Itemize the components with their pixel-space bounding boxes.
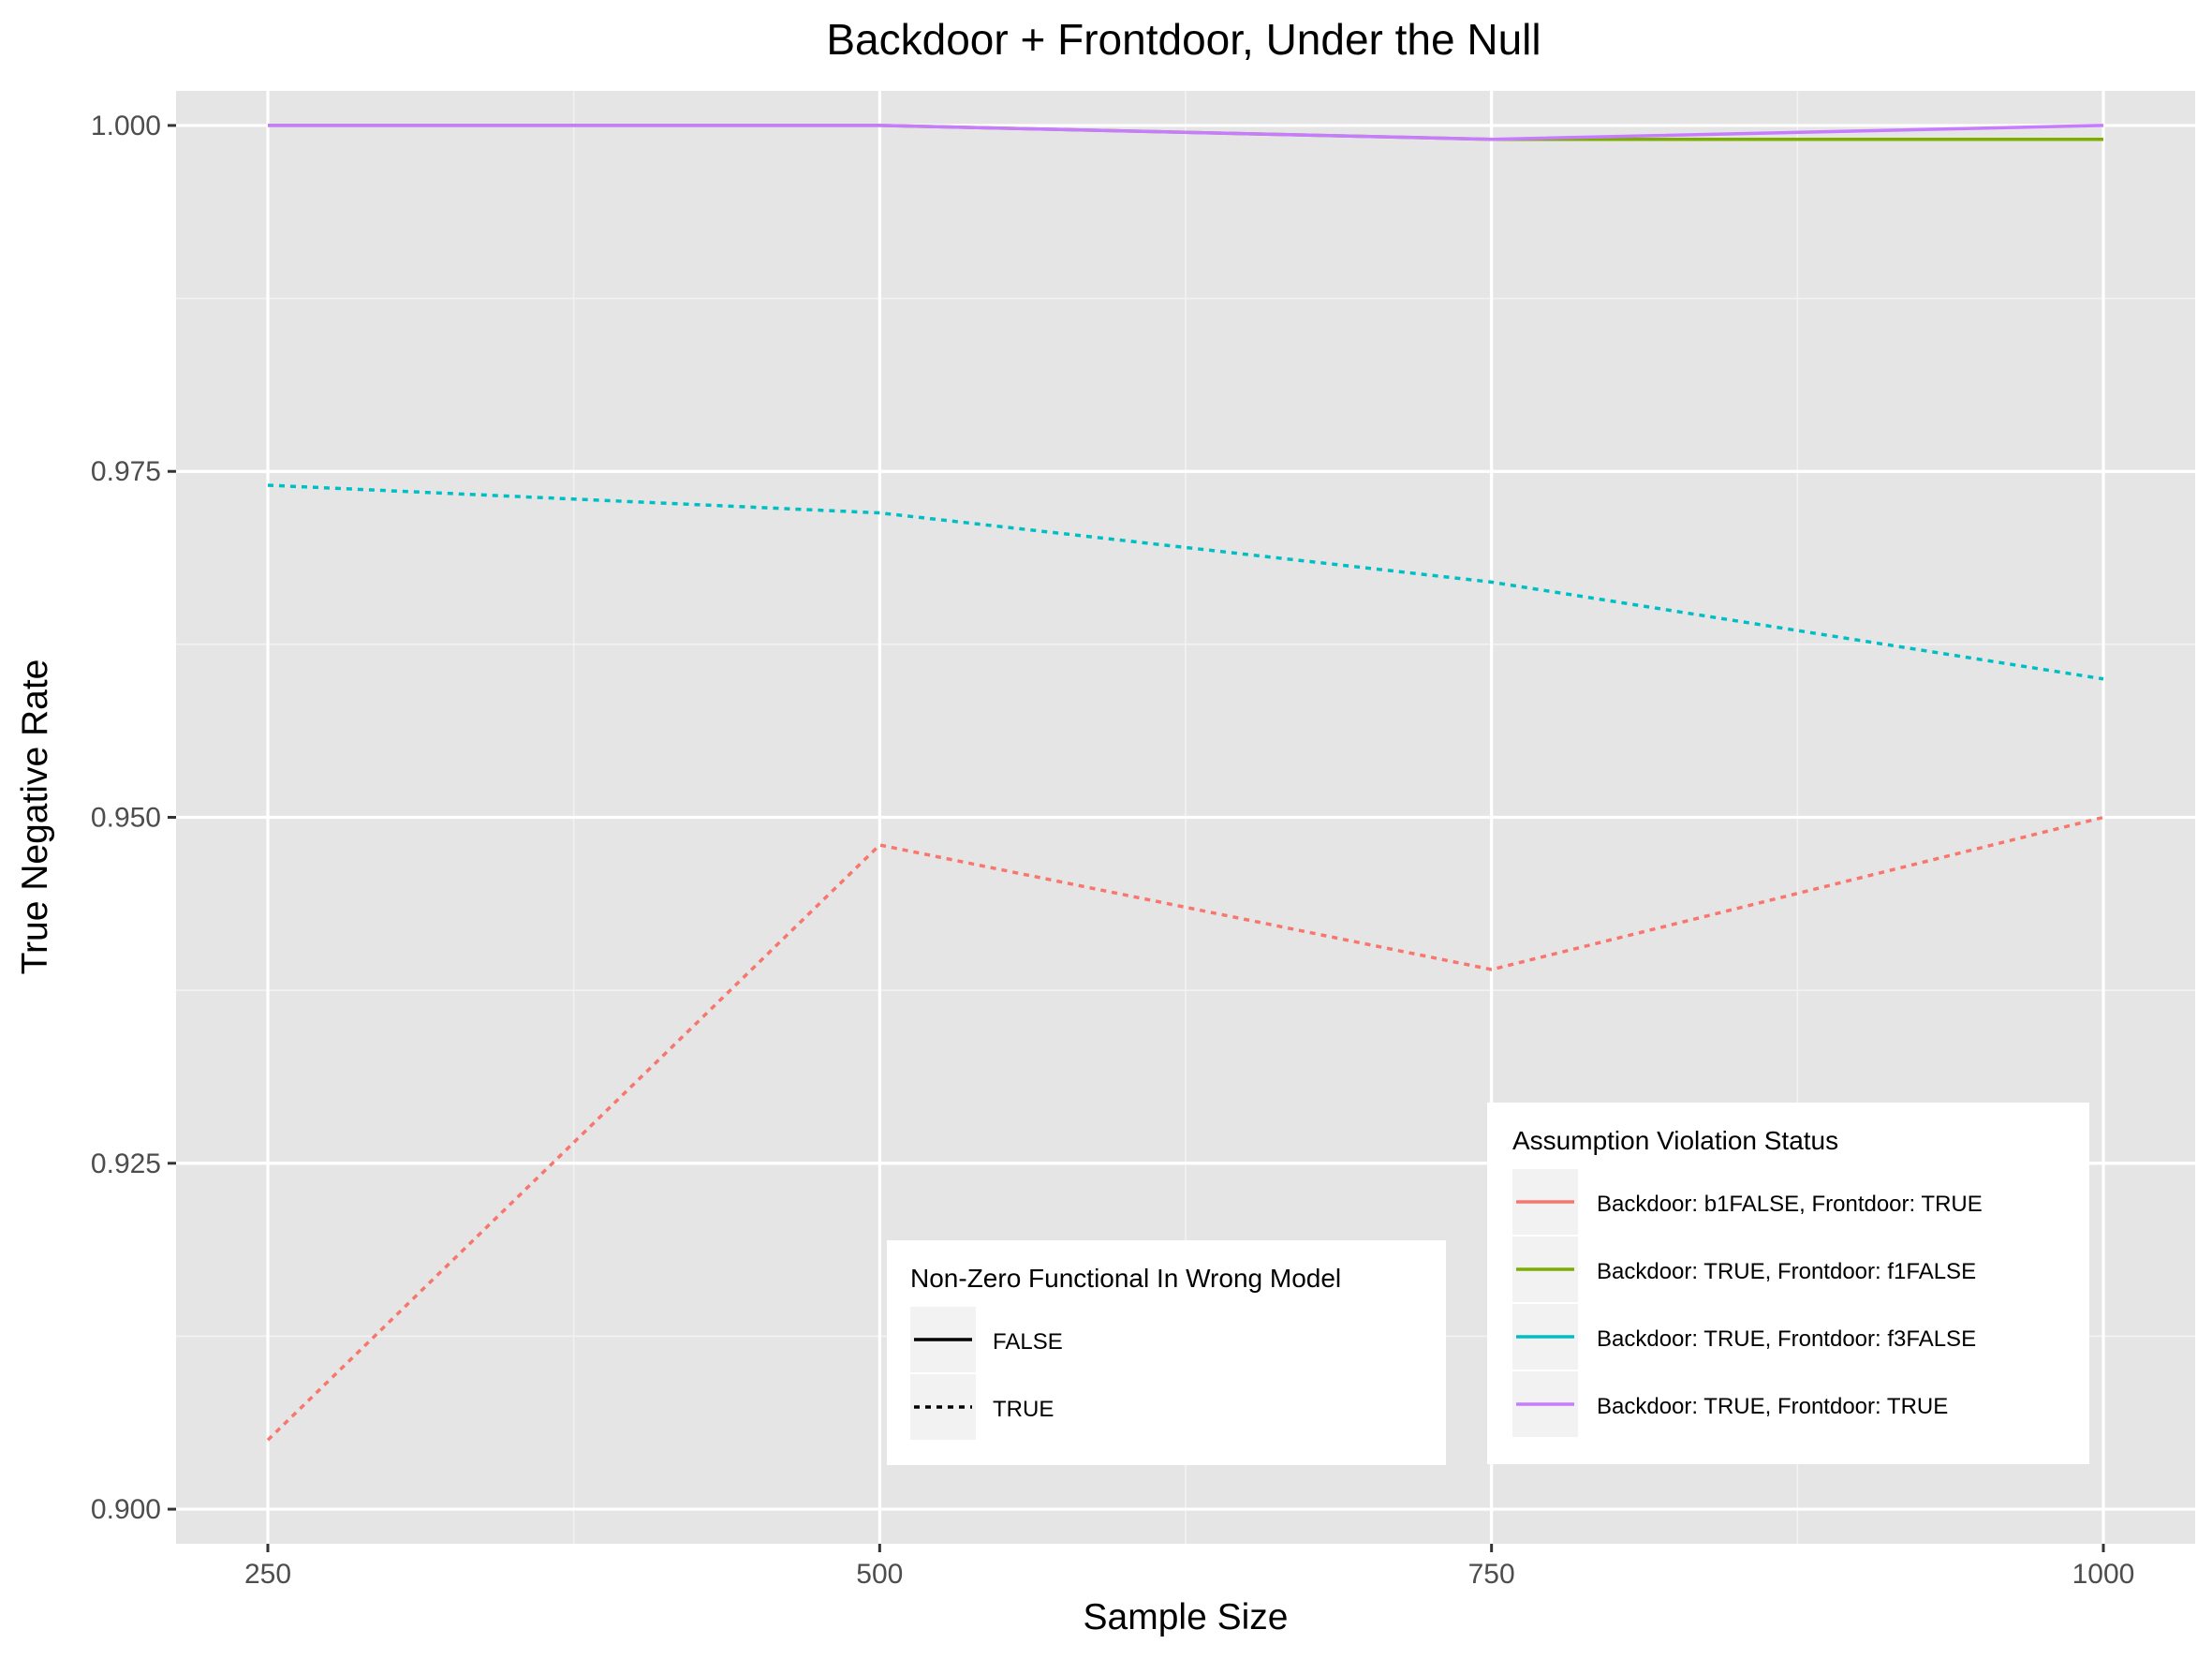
series-line-3 <box>267 483 2104 681</box>
linetype-legend-box <box>887 1240 1446 1465</box>
y-tick-label: 0.925 <box>91 1148 161 1179</box>
color-legend: Assumption Violation Status Backdoor: b1… <box>1487 1103 2089 1464</box>
series-line-4 <box>268 124 2104 141</box>
linetype-legend-title: Non-Zero Functional In Wrong Model <box>910 1264 1341 1293</box>
linetype-legend-label-true: TRUE <box>993 1397 1054 1422</box>
linetype-legend: Non-Zero Functional In Wrong Model FALSE… <box>887 1240 1446 1465</box>
x-tick-label: 750 <box>1468 1559 1515 1590</box>
linetype-legend-key-true <box>910 1374 976 1440</box>
color-legend-title: Assumption Violation Status <box>1512 1126 1838 1155</box>
x-axis-label: Sample Size <box>1084 1597 1289 1637</box>
color-legend-label-2: Backdoor: TRUE, Frontdoor: f1FALSE <box>1597 1259 1976 1284</box>
y-tick-label: 1.000 <box>91 111 161 141</box>
y-tick-label: 0.950 <box>91 803 161 834</box>
y-axis-label: True Negative Rate <box>15 659 55 975</box>
grid-major <box>176 91 2195 1544</box>
x-tick-label: 500 <box>856 1559 903 1590</box>
series-lines <box>266 124 2104 1442</box>
linetype-legend-label-false: FALSE <box>993 1329 1063 1355</box>
color-legend-box <box>1487 1103 2089 1464</box>
color-legend-label-4: Backdoor: TRUE, Frontdoor: TRUE <box>1597 1394 1948 1419</box>
x-tick-label: 1000 <box>2072 1559 2135 1590</box>
color-legend-label-1: Backdoor: b1FALSE, Frontdoor: TRUE <box>1597 1192 1983 1217</box>
y-tick-label: 0.975 <box>91 456 161 487</box>
y-axis: 0.900 0.925 0.950 0.975 1.000 <box>91 111 176 1525</box>
color-legend-label-3: Backdoor: TRUE, Frontdoor: f3FALSE <box>1597 1326 1976 1352</box>
y-tick-label: 0.900 <box>91 1494 161 1525</box>
x-axis: 250 500 750 1000 <box>244 1544 2134 1590</box>
x-tick-label: 250 <box>244 1559 291 1590</box>
chart-title: Backdoor + Frontdoor, Under the Null <box>826 15 1541 64</box>
